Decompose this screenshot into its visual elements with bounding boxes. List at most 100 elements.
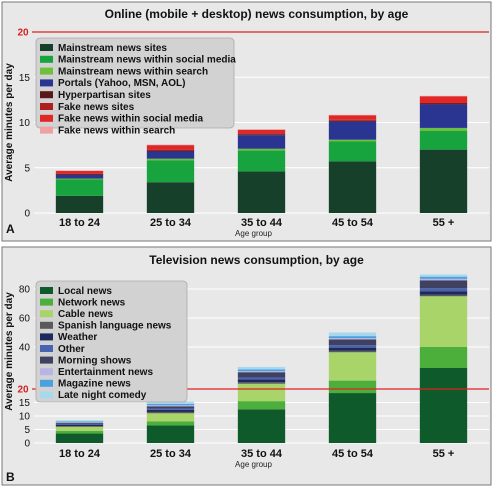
bar-segment bbox=[55, 174, 104, 175]
bar-segment bbox=[328, 161, 377, 213]
legend-swatch bbox=[40, 91, 53, 99]
bar-segment bbox=[328, 347, 377, 351]
bar-segment bbox=[237, 135, 286, 149]
chart-panel-b: Television news consumption, by age 0 5 10 1… bbox=[1, 246, 492, 486]
bar-segment bbox=[146, 151, 195, 159]
bar-segment bbox=[419, 127, 468, 131]
bar-segment bbox=[328, 141, 377, 162]
legend-entry: Entertainment news bbox=[58, 367, 153, 378]
bar-segment bbox=[237, 171, 286, 213]
legend-swatch bbox=[40, 310, 53, 318]
legend-swatch bbox=[40, 379, 53, 387]
legend-swatch bbox=[40, 67, 53, 75]
bar-segment bbox=[237, 148, 286, 151]
bar-segment bbox=[237, 369, 286, 372]
bar-segment bbox=[146, 182, 195, 213]
bar-segment bbox=[146, 160, 195, 183]
bar-segment bbox=[55, 425, 104, 427]
y-tick-label: 80 bbox=[19, 285, 31, 296]
bar-segment bbox=[419, 280, 468, 289]
bar-segment bbox=[146, 145, 195, 150]
legend-swatch bbox=[40, 391, 53, 399]
bar-segment bbox=[55, 420, 104, 422]
y-tick-label: 10 bbox=[19, 118, 31, 129]
bar-segment bbox=[55, 421, 104, 423]
legend-entry: Other bbox=[58, 344, 85, 355]
bar-segment bbox=[55, 423, 104, 425]
bar-segment bbox=[419, 104, 468, 128]
bar-segment bbox=[237, 366, 286, 370]
bar-segment bbox=[237, 372, 286, 378]
legend-entry: Spanish language news bbox=[58, 321, 172, 332]
bar-segment bbox=[146, 405, 195, 407]
bar-segment bbox=[146, 421, 195, 426]
legend-swatch bbox=[40, 321, 53, 329]
bar-segment bbox=[237, 379, 286, 383]
bar-segment bbox=[55, 433, 104, 443]
bar-segment bbox=[237, 134, 286, 136]
bar-segment bbox=[146, 150, 195, 152]
y-tick-label: 5 bbox=[24, 425, 30, 436]
x-tick-label: 55 + bbox=[433, 448, 455, 460]
legend-entry: Cable news bbox=[58, 309, 113, 320]
bar-segment bbox=[237, 377, 286, 380]
y-tick-label: 0 bbox=[24, 209, 30, 220]
x-tick-label: 25 to 34 bbox=[150, 448, 192, 460]
y-tick-label: 0 bbox=[24, 439, 30, 450]
legend-entry: Late night comedy bbox=[58, 390, 147, 401]
x-tick-label: 25 to 34 bbox=[150, 217, 192, 229]
bar-segment bbox=[419, 276, 468, 279]
bar-segment bbox=[328, 119, 377, 121]
bar-segment bbox=[146, 413, 195, 422]
reference-line-label: 20 bbox=[17, 28, 29, 39]
legend-swatch bbox=[40, 126, 53, 134]
bar-segment bbox=[328, 339, 377, 346]
legend-swatch bbox=[40, 114, 53, 122]
bar-segment bbox=[419, 96, 468, 103]
panel-letter: A bbox=[6, 222, 15, 236]
bar-segment bbox=[419, 278, 468, 281]
bar-segment bbox=[237, 409, 286, 443]
bar-segment bbox=[419, 368, 468, 443]
legend-entry: Fake news sites bbox=[58, 102, 135, 113]
chart-title: Television news consumption, by age bbox=[149, 253, 364, 267]
bar-segment bbox=[328, 332, 377, 337]
legend-entry: Weather bbox=[58, 332, 97, 343]
y-tick-label: 40 bbox=[19, 343, 31, 354]
bar-segment bbox=[328, 380, 377, 394]
legend-entry: Mainstream news within search bbox=[58, 66, 208, 77]
x-tick-label: 55 + bbox=[433, 217, 455, 229]
legend-entry: Local news bbox=[58, 286, 112, 297]
legend-swatch bbox=[40, 345, 53, 352]
legend-swatch bbox=[40, 368, 53, 376]
legend-entry: Fake news within search bbox=[58, 125, 175, 136]
bar-segment bbox=[237, 382, 286, 384]
bar-segment bbox=[55, 179, 104, 196]
bar-segment bbox=[328, 120, 377, 122]
bar-segment bbox=[328, 115, 377, 120]
bar-segment bbox=[146, 411, 195, 414]
y-tick-label: 15 bbox=[19, 73, 31, 84]
legend-swatch bbox=[40, 103, 53, 110]
legend-swatch bbox=[40, 333, 53, 341]
bar-segment bbox=[237, 150, 286, 172]
x-tick-label: 18 to 24 bbox=[59, 448, 101, 460]
x-tick-label: 35 to 44 bbox=[241, 448, 283, 460]
bar-segment bbox=[419, 102, 468, 104]
x-axis-label: Age group bbox=[235, 460, 272, 469]
bar-segment bbox=[419, 103, 468, 105]
legend-swatch bbox=[40, 44, 53, 51]
y-axis-label: Average minutes per day bbox=[4, 292, 15, 411]
y-tick-label: 10 bbox=[19, 412, 31, 423]
legend-swatch bbox=[40, 298, 53, 306]
chart-title: Online (mobile + desktop) news consumpti… bbox=[105, 7, 409, 21]
bar-segment bbox=[146, 403, 195, 406]
bar-segment bbox=[237, 133, 286, 135]
bar-segment bbox=[55, 422, 104, 424]
bar-segment bbox=[146, 158, 195, 161]
y-tick-label: 15 bbox=[19, 398, 31, 409]
panel-letter: B bbox=[6, 470, 15, 484]
x-axis-label: Age group bbox=[235, 229, 272, 238]
legend-entry: Mainstream news within social media bbox=[58, 55, 236, 66]
x-tick-label: 45 to 54 bbox=[332, 217, 374, 229]
